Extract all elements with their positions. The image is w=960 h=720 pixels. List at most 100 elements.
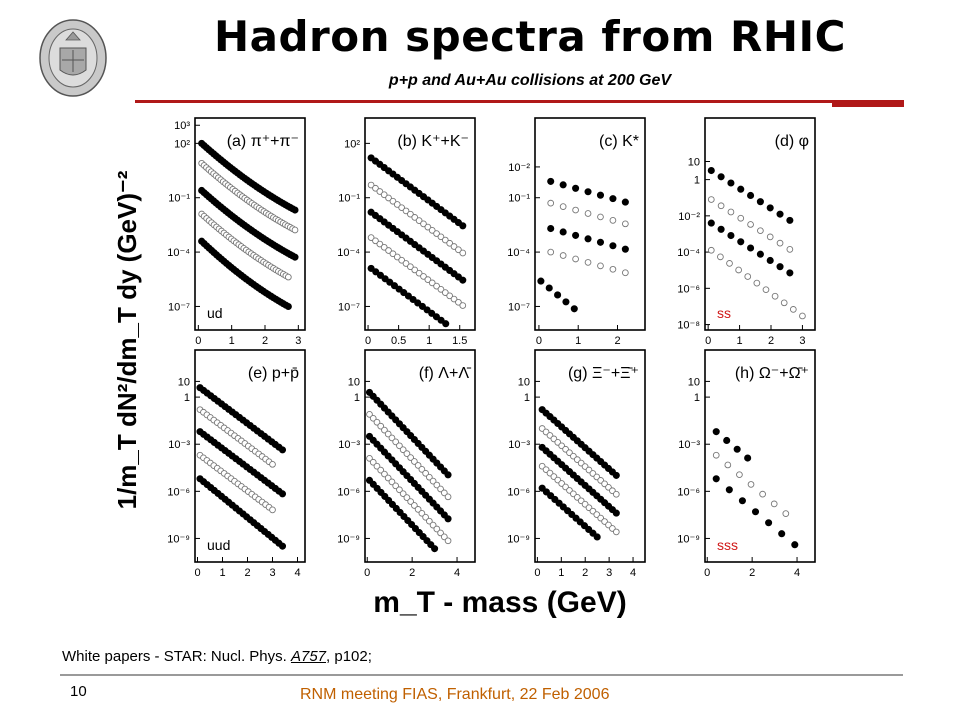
x-tick-label: 2 [749, 567, 755, 579]
data-point-filled [786, 216, 794, 224]
data-point-open [747, 481, 755, 488]
y-tick-label: 10⁻⁴ [337, 247, 360, 259]
data-point-open [735, 266, 742, 274]
data-point-filled [278, 490, 287, 498]
data-point-open [428, 226, 436, 234]
data-point-filled [444, 471, 452, 479]
data-point-filled [400, 289, 408, 297]
x-tick-label: 2 [409, 567, 415, 579]
reference-prefix: White papers - STAR: Nucl. Phys. [62, 648, 291, 665]
data-point-filled [562, 298, 570, 306]
data-point-open [366, 411, 373, 418]
data-point-filled [712, 475, 720, 483]
x-tick-label: 1 [426, 335, 432, 347]
data-point-open [737, 214, 745, 222]
x-tick-label: 1 [575, 335, 581, 347]
x-tick-label: 0 [705, 335, 711, 347]
data-point-open [759, 490, 766, 498]
data-point-open [376, 188, 384, 195]
data-point-filled [559, 228, 567, 236]
data-point-open [372, 184, 379, 192]
data-point-open [380, 191, 388, 199]
y-tick-label: 10 [178, 376, 190, 388]
data-point-open [441, 236, 449, 244]
data-point-open [612, 490, 620, 498]
x-tick-label: 2 [768, 335, 774, 347]
data-point-open [450, 295, 458, 303]
data-point-filled [459, 276, 467, 284]
data-point-filled [386, 278, 394, 286]
y-tick-label: 1 [184, 392, 190, 404]
data-point-filled [727, 179, 735, 187]
footer-text: RNM meeting FIAS, Frankfurt, 22 Feb 2006 [300, 686, 610, 703]
data-point-filled [596, 238, 605, 246]
data-point-open [789, 306, 797, 313]
data-point-open [380, 243, 388, 251]
y-axis-label: 1/m_T dN²/dm_T dy (GeV)⁻² [112, 170, 142, 509]
data-point-open [418, 465, 426, 473]
data-point-open [437, 529, 444, 537]
data-point-open [559, 252, 567, 259]
quark-content-label: sss [717, 537, 738, 553]
x-tick-label: 2 [582, 567, 588, 579]
y-tick-label: 10⁻⁷ [168, 301, 190, 313]
footer-rule [60, 674, 903, 676]
data-point-filled [756, 198, 764, 206]
data-point-open [407, 263, 414, 271]
x-tick-label: 1 [229, 335, 235, 347]
y-tick-label: 10⁻² [678, 211, 700, 223]
data-point-open [403, 494, 411, 501]
data-point-open [373, 462, 381, 470]
data-point-filled [547, 224, 555, 233]
y-tick-label: 10⁻⁴ [167, 247, 190, 259]
data-point-open [717, 202, 725, 210]
data-point-open [422, 513, 429, 521]
data-point-filled [707, 166, 715, 175]
data-point-filled [459, 222, 467, 230]
data-point-filled [712, 428, 720, 436]
data-point-filled [776, 210, 784, 218]
panel-label: (e) p+p̄ [248, 365, 299, 382]
data-point-open [780, 299, 788, 307]
data-point-open [403, 450, 411, 457]
y-tick-label: 10⁻⁹ [507, 533, 530, 545]
y-tick-label: 1 [694, 175, 700, 187]
panel-frame [194, 349, 306, 563]
data-point-open [398, 204, 406, 212]
data-point-open [411, 458, 418, 465]
x-tick-label: 2 [614, 335, 620, 347]
data-point-filled [537, 277, 545, 285]
data-point-open [396, 442, 403, 450]
data-point-filled [372, 268, 380, 276]
x-tick-label: 0 [704, 567, 710, 579]
x-tick-label: 1 [737, 335, 743, 347]
data-point-open [411, 214, 419, 221]
data-point-open [385, 247, 392, 254]
y-tick-label: 10⁻⁶ [677, 283, 700, 295]
data-point-filled [621, 245, 629, 253]
x-tick-label: 2 [262, 335, 268, 347]
data-point-filled [723, 436, 731, 445]
data-point-filled [766, 204, 774, 212]
data-point-open [455, 246, 462, 254]
reference-suffix: , p102; [326, 648, 372, 665]
data-point-filled [751, 508, 760, 516]
y-tick-label: 10⁻⁹ [167, 533, 190, 545]
y-tick-label: 10⁻⁹ [337, 533, 360, 545]
data-point-open [762, 286, 770, 294]
data-point-open [269, 506, 276, 514]
data-point-open [407, 498, 414, 505]
data-point-open [385, 194, 392, 202]
reference-text: White papers - STAR: Nucl. Phys. A757, p… [62, 648, 372, 665]
y-tick-label: 10² [344, 138, 360, 150]
data-point-open [402, 260, 410, 267]
data-point-filled [367, 264, 375, 272]
x-tick-label: 4 [294, 567, 300, 579]
y-tick-label: 10² [174, 138, 190, 150]
data-point-filled [291, 206, 299, 214]
data-point-open [612, 528, 620, 536]
x-tick-label: 0 [195, 335, 201, 347]
data-point-filled [756, 250, 764, 258]
data-point-filled [444, 515, 452, 523]
data-point-filled [737, 238, 745, 246]
